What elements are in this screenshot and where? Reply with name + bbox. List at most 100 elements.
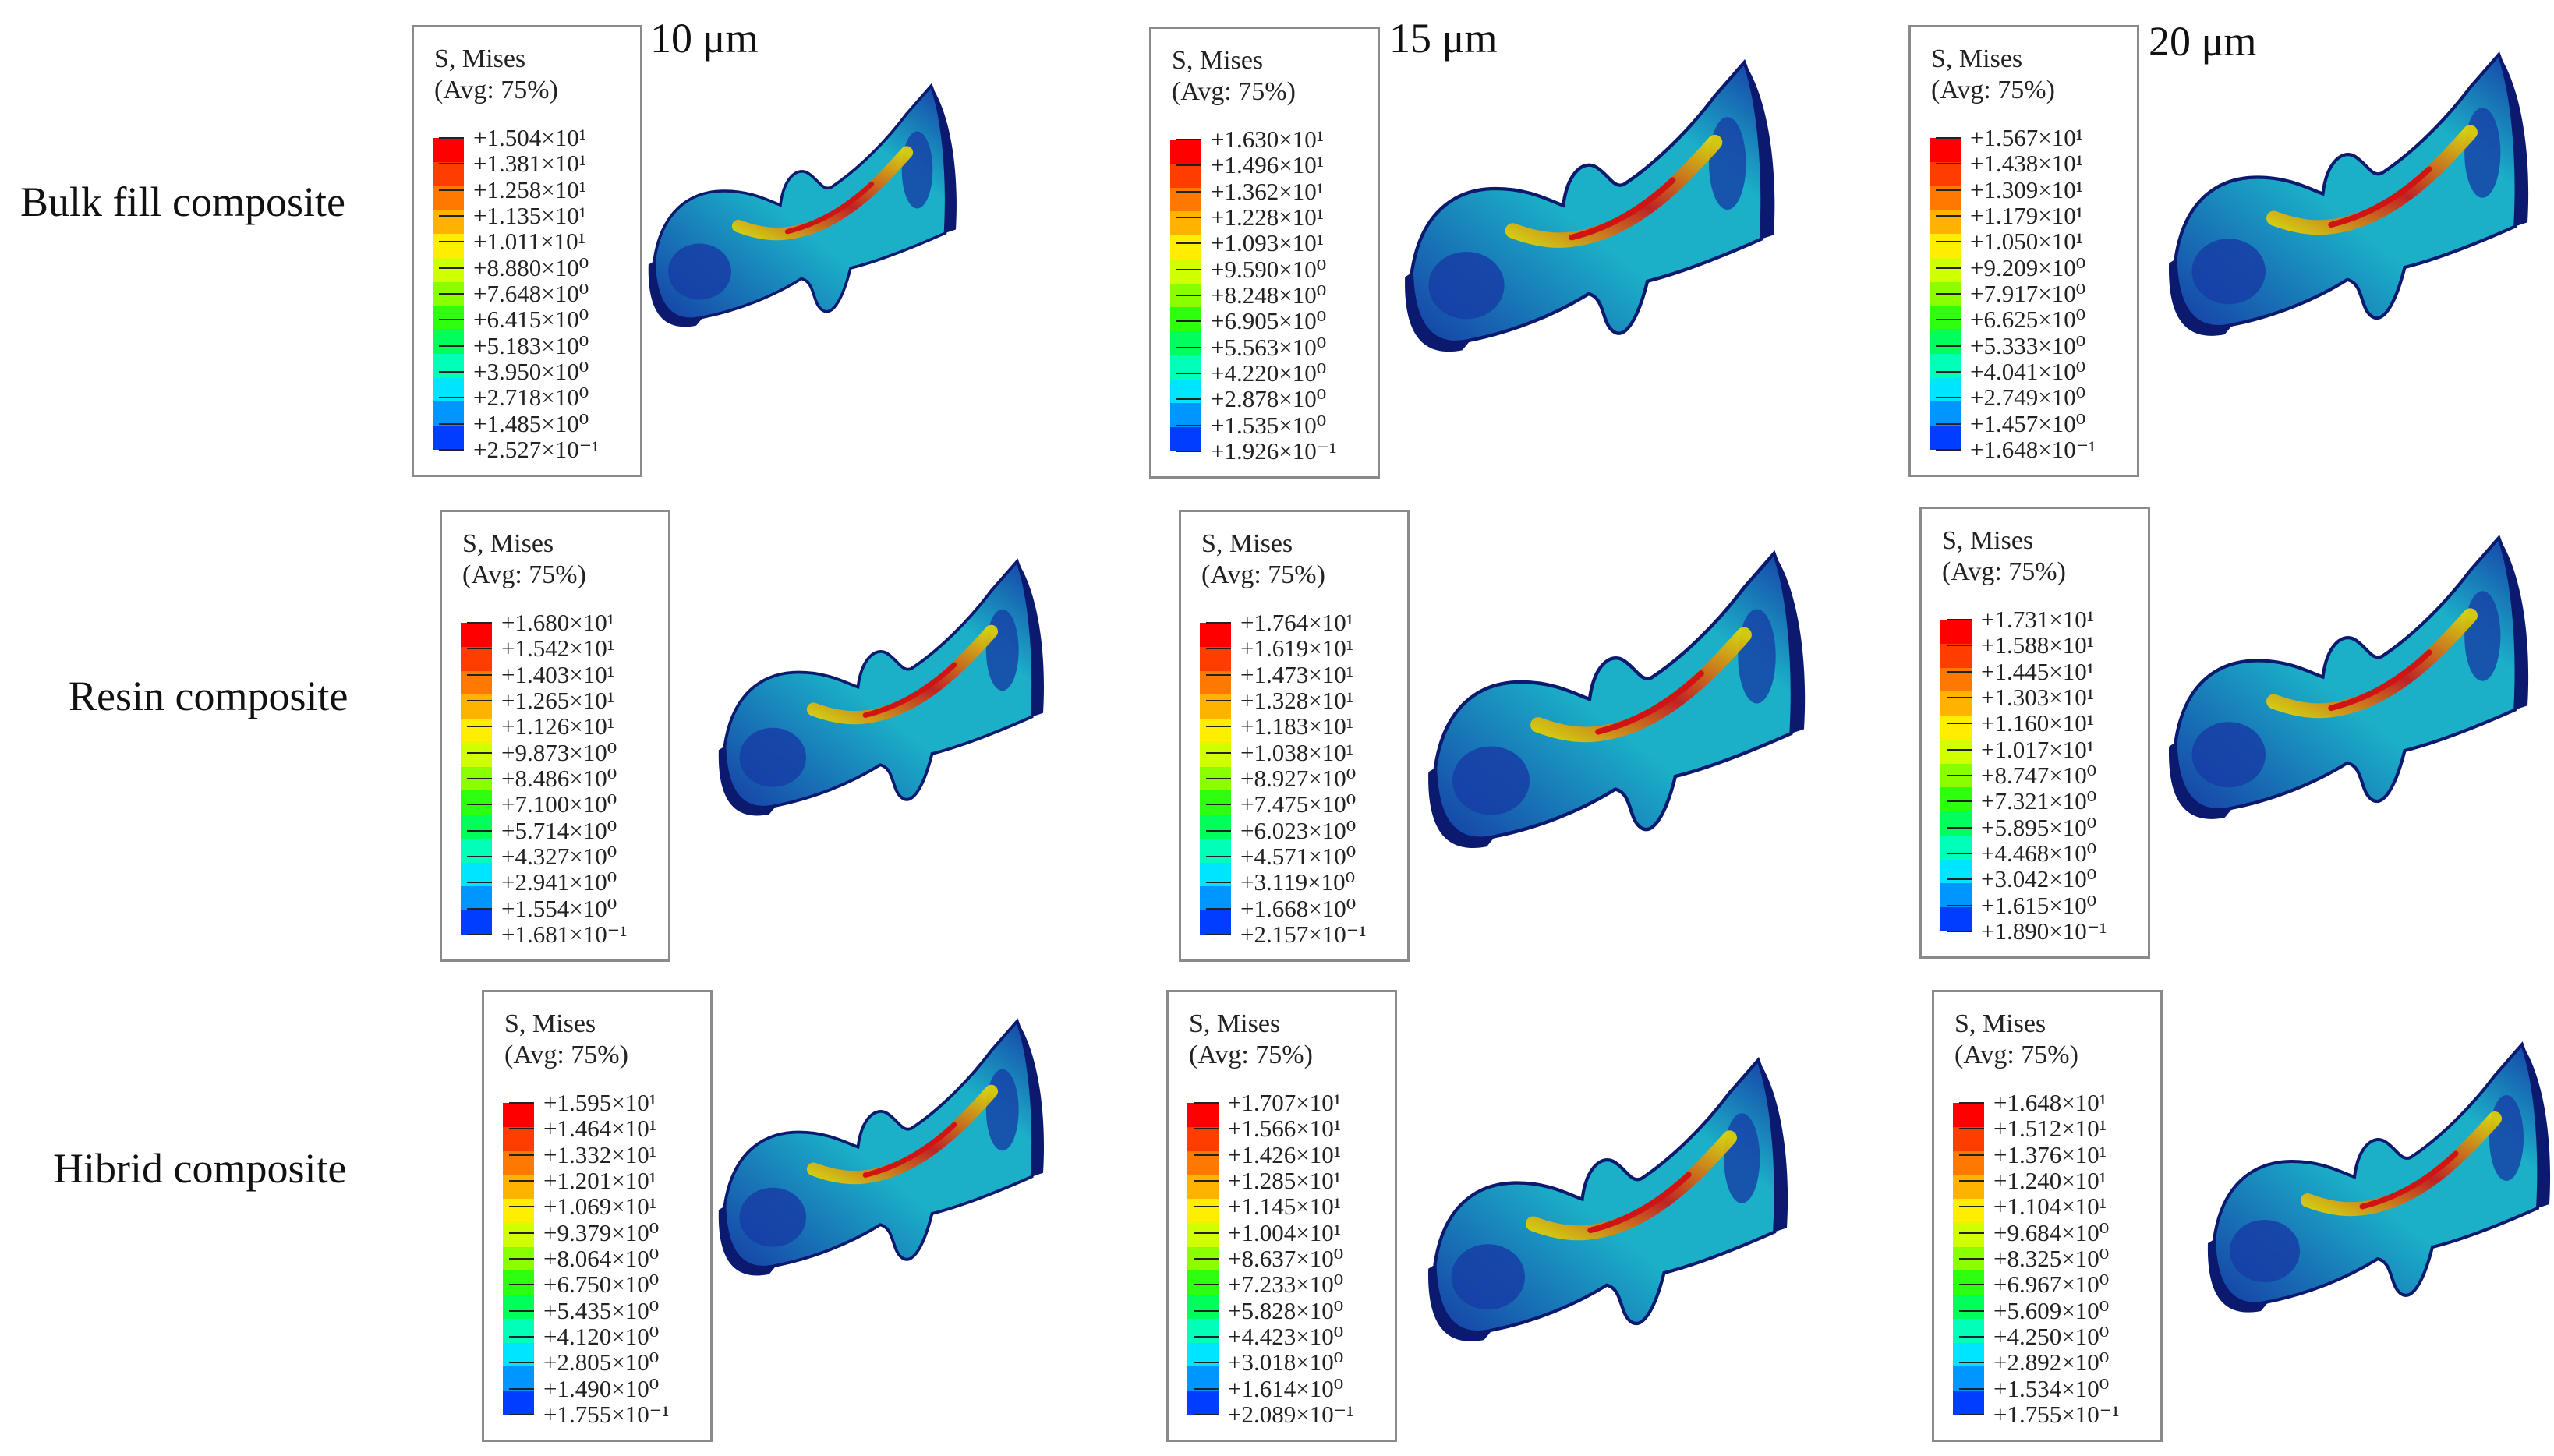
legend-tick <box>1936 241 1961 243</box>
high-stress-band <box>1505 134 1723 248</box>
high-stress-band <box>2266 125 2478 235</box>
legend-tick <box>1936 449 1961 451</box>
color-scale-bar <box>1170 140 1201 452</box>
legend-value: +1.764×10¹ <box>1240 609 1354 636</box>
color-scale-segment <box>1200 646 1231 672</box>
legend-value: +1.512×10¹ <box>1993 1115 2107 1143</box>
legend-value: +7.648×10⁰ <box>473 280 589 307</box>
legend-tick <box>1959 1154 1984 1156</box>
low-stress-region <box>1724 1113 1760 1203</box>
legend-value: +3.950×10⁰ <box>473 358 589 385</box>
legend-value: +4.041×10⁰ <box>1970 358 2086 385</box>
legend-tick <box>509 1206 534 1208</box>
legend-title: S, Mises <box>434 44 526 73</box>
peak-stress-band <box>2328 166 2432 228</box>
legend-title: S, Mises <box>462 529 554 558</box>
legend-value: +1.332×10¹ <box>543 1140 657 1168</box>
legend-value: +1.473×10¹ <box>1240 660 1354 688</box>
stress-legend: S, Mises (Avg: 75%) +1.648×10¹ +1.512×10¹ +1… <box>1932 990 2163 1442</box>
color-scale-segment <box>433 330 464 355</box>
legend-value: +1.554×10⁰ <box>501 894 617 922</box>
low-stress-region <box>1709 117 1746 210</box>
legend-tick <box>467 673 492 676</box>
color-scale-segment <box>1187 1318 1219 1344</box>
color-scale-segment <box>1187 1175 1219 1200</box>
legend-value: +1.566×10¹ <box>1228 1115 1342 1143</box>
color-scale-segment <box>503 1318 534 1344</box>
fe-tooth-model <box>1427 550 1806 879</box>
legend-tick <box>467 829 492 832</box>
color-scale-segment <box>433 426 464 451</box>
legend-tick <box>1959 1414 1984 1415</box>
legend-subtitle: (Avg: 75%) <box>504 1041 628 1069</box>
tooth-left-face <box>648 261 703 327</box>
legend-value: +8.880×10⁰ <box>473 253 589 281</box>
legend-tick <box>1194 1336 1219 1338</box>
legend-value: +8.637×10⁰ <box>1228 1245 1344 1272</box>
legend-value: +1.445×10¹ <box>1981 657 2095 685</box>
legend-tick <box>467 856 492 857</box>
low-stress-region <box>985 609 1019 691</box>
color-scale-segment <box>1953 1366 1984 1391</box>
legend-value: +7.321×10⁰ <box>1981 787 2097 815</box>
stress-legend: S, Mises (Avg: 75%) +1.630×10¹ +1.496×10¹ +1… <box>1149 27 1380 479</box>
legend-value: +4.327×10⁰ <box>501 843 617 870</box>
fe-tooth-model <box>717 558 1044 843</box>
legend-tick <box>1194 1180 1219 1182</box>
low-stress-region <box>1428 251 1505 320</box>
color-scale-segment <box>1953 1295 1984 1320</box>
legend-value: +1.303×10¹ <box>1981 684 2095 711</box>
tooth-left-face <box>1405 272 1471 352</box>
color-scale-segment <box>1200 886 1231 911</box>
color-scale-segment <box>1930 234 1961 259</box>
legend-tick <box>509 1128 534 1130</box>
legend-tick <box>1176 398 1201 401</box>
legend-value: +1.285×10¹ <box>1228 1167 1342 1194</box>
legend-tick <box>1206 907 1231 910</box>
fe-mesh-image <box>2207 1041 2551 1313</box>
legend-value: +2.157×10⁻¹ <box>1240 921 1367 948</box>
low-stress-region <box>2464 591 2501 681</box>
legend-value: +1.145×10¹ <box>1228 1193 1342 1221</box>
low-stress-region <box>2230 1220 2300 1282</box>
tooth-side-face <box>1017 1021 1044 1177</box>
color-scale-segment <box>1170 355 1201 380</box>
legend-title: S, Mises <box>1942 526 2034 555</box>
legend-value: +1.755×10⁻¹ <box>1993 1401 2120 1428</box>
legend-value: +5.714×10⁰ <box>501 816 617 844</box>
legend-tick <box>1936 371 1961 373</box>
legend-subtitle: (Avg: 75%) <box>1189 1041 1313 1069</box>
legend-value: +1.258×10¹ <box>473 175 587 203</box>
color-scale-segment <box>1930 306 1961 330</box>
legend-value: +1.179×10¹ <box>1970 202 2084 229</box>
legend-tick <box>1206 804 1231 806</box>
legend-value: +6.905×10⁰ <box>1211 307 1327 335</box>
legend-value: +1.309×10¹ <box>1970 175 2084 203</box>
color-scale-segment <box>1953 1222 1984 1248</box>
legend-value: +3.119×10⁰ <box>1240 868 1355 896</box>
legend-tick <box>509 1362 534 1364</box>
tooth-side-face <box>1017 561 1044 717</box>
color-scale-segment <box>461 886 492 911</box>
legend-tick <box>1959 1128 1984 1130</box>
tooth-side-face <box>931 86 957 233</box>
legend-tick <box>467 751 492 754</box>
stress-legend: S, Mises (Avg: 75%) +1.707×10¹ +1.566×10¹ +1… <box>1166 990 1397 1442</box>
color-scale-segment <box>503 1295 534 1320</box>
legend-tick <box>439 241 464 243</box>
color-scale-segment <box>503 1103 534 1128</box>
legend-tick <box>467 907 492 910</box>
legend-value: +8.747×10⁰ <box>1981 762 2097 789</box>
legend-tick <box>1947 619 1972 620</box>
legend-tick <box>467 934 492 935</box>
legend-tick <box>1936 267 1961 269</box>
legend-tick <box>1959 1362 1984 1364</box>
color-scale-segment <box>503 1222 534 1248</box>
legend-tick <box>1959 1284 1984 1286</box>
legend-value: +1.135×10¹ <box>473 202 587 229</box>
legend-value: +5.563×10⁰ <box>1211 333 1327 361</box>
color-scale-segment <box>1170 211 1201 236</box>
color-scale-segment <box>1930 401 1961 426</box>
legend-value: +1.104×10¹ <box>1993 1193 2107 1221</box>
legend-tick <box>1176 268 1201 270</box>
